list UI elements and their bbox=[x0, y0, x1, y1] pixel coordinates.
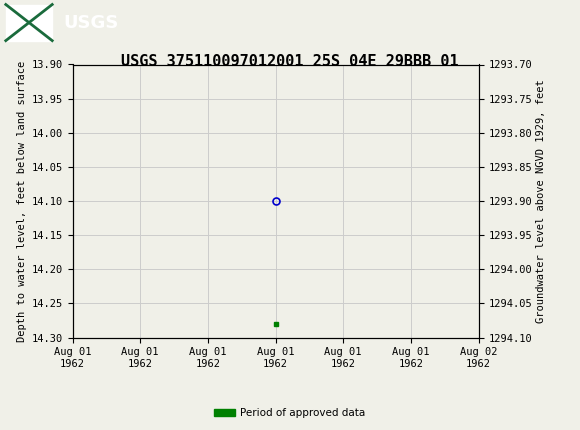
Legend: Period of approved data: Period of approved data bbox=[210, 404, 370, 423]
Y-axis label: Groundwater level above NGVD 1929, feet: Groundwater level above NGVD 1929, feet bbox=[536, 79, 546, 323]
Text: USGS: USGS bbox=[64, 14, 119, 31]
FancyBboxPatch shape bbox=[6, 4, 52, 41]
Y-axis label: Depth to water level, feet below land surface: Depth to water level, feet below land su… bbox=[17, 60, 27, 342]
Text: USGS 375110097012001 25S 04E 29BBB 01: USGS 375110097012001 25S 04E 29BBB 01 bbox=[121, 54, 459, 69]
